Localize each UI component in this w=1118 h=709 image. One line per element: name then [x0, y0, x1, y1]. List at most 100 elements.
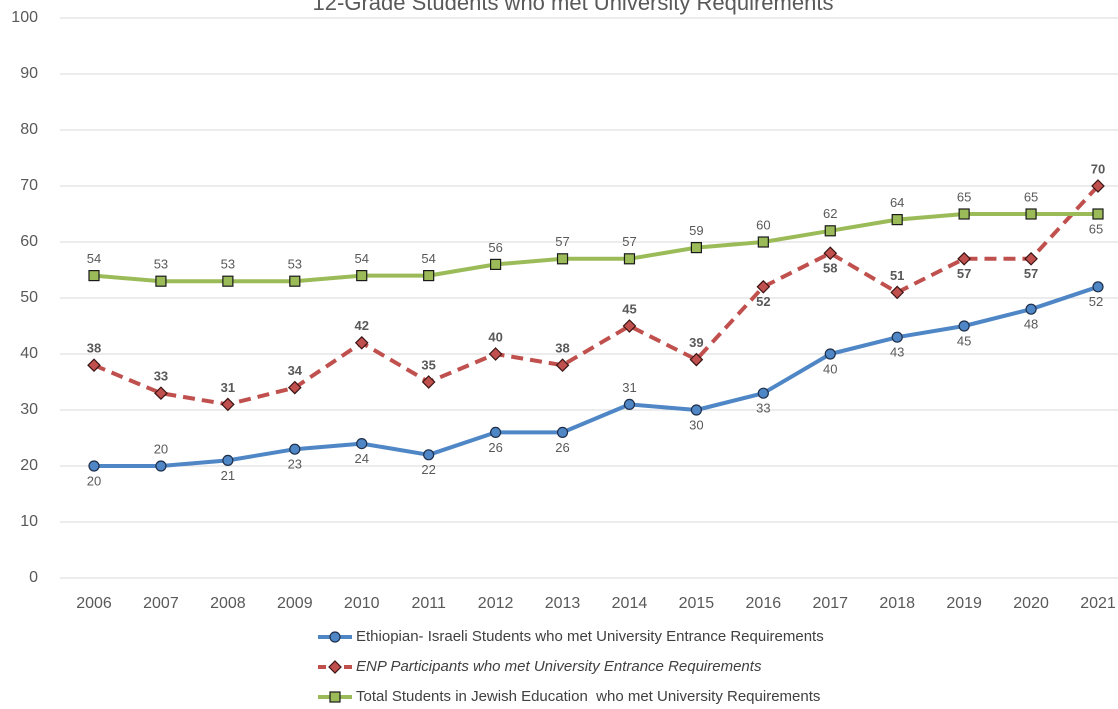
data-label: 53 [154, 257, 168, 272]
data-label: 34 [288, 363, 303, 378]
data-label: 31 [221, 380, 235, 395]
data-label: 20 [154, 441, 168, 456]
chart-title: 12-Grade Students who met University Req… [313, 0, 834, 15]
x-tick-label: 2017 [812, 595, 848, 612]
data-label: 62 [823, 206, 837, 221]
data-label: 33 [154, 369, 168, 384]
data-label: 58 [823, 261, 837, 276]
y-tick-label: 30 [20, 401, 38, 418]
data-label: 21 [221, 468, 235, 483]
y-tick-label: 0 [29, 569, 38, 586]
data-point [354, 335, 369, 350]
data-point [222, 454, 234, 466]
data-point [556, 253, 569, 265]
data-label: 38 [555, 341, 569, 356]
x-tick-label: 2009 [277, 595, 313, 612]
data-label: 54 [87, 251, 101, 266]
data-point [289, 275, 301, 287]
x-tick-label: 2020 [1013, 595, 1049, 612]
data-label: 51 [890, 268, 904, 283]
data-point [890, 285, 905, 300]
data-label: 40 [823, 361, 837, 376]
legend-label: ENP Participants who met University Entr… [356, 658, 762, 675]
data-label: 40 [488, 329, 502, 344]
y-tick-label: 20 [20, 457, 38, 474]
series-line [94, 284, 1099, 468]
data-label: 39 [689, 335, 703, 350]
y-tick-label: 60 [20, 233, 38, 250]
data-point [1092, 281, 1104, 293]
data-point [824, 348, 836, 360]
data-point [88, 270, 100, 282]
data-point [423, 449, 435, 461]
y-tick-label: 100 [11, 9, 38, 26]
data-point [1092, 208, 1104, 220]
data-point [958, 320, 970, 332]
data-point [423, 270, 435, 282]
data-point [356, 270, 368, 282]
data-point [556, 426, 569, 438]
data-point [690, 404, 703, 416]
data-point [490, 426, 502, 438]
data-point [891, 214, 903, 226]
data-point [155, 460, 167, 472]
data-label: 26 [488, 440, 502, 455]
data-label: 53 [288, 257, 302, 272]
y-tick-label: 80 [20, 121, 38, 138]
series-line [93, 212, 1098, 284]
data-point [689, 352, 704, 367]
data-point [287, 380, 302, 395]
data-label: 35 [421, 357, 435, 372]
data-label: 43 [890, 345, 904, 360]
legend-label: Total Students in Jewish Education who m… [356, 688, 820, 705]
data-label: 45 [957, 333, 971, 348]
series-line [93, 184, 1100, 407]
data-point [891, 331, 903, 343]
data-point [757, 387, 769, 399]
data-label: 42 [354, 318, 368, 333]
data-label: 53 [221, 257, 235, 272]
y-tick-label: 90 [20, 65, 38, 82]
data-label: 48 [1024, 317, 1038, 332]
data-label: 65 [957, 189, 971, 204]
x-tick-label: 2015 [679, 595, 715, 612]
legend-marker [329, 631, 341, 643]
data-point [958, 208, 970, 220]
legend-marker [329, 691, 341, 703]
data-label: 65 [1024, 189, 1038, 204]
data-label: 45 [622, 301, 636, 316]
data-label: 59 [689, 223, 703, 238]
x-tick-label: 2010 [344, 595, 380, 612]
data-point [490, 258, 502, 270]
data-point [824, 225, 836, 237]
data-label: 70 [1091, 161, 1105, 176]
x-tick-label: 2018 [879, 595, 915, 612]
data-point [623, 253, 636, 265]
legend-marker [328, 660, 342, 674]
y-tick-label: 70 [20, 177, 38, 194]
data-point [957, 251, 971, 266]
data-label: 23 [288, 457, 302, 472]
x-tick-label: 2007 [143, 595, 179, 612]
data-point [1091, 179, 1105, 193]
data-point [421, 375, 436, 389]
data-label: 38 [87, 341, 101, 356]
y-tick-label: 50 [20, 289, 38, 306]
x-tick-label: 2011 [411, 595, 446, 612]
x-tick-label: 2016 [746, 595, 782, 612]
data-point [823, 246, 838, 261]
data-point [221, 397, 235, 412]
x-tick-label: 2012 [478, 595, 514, 612]
x-tick-label: 2021 [1080, 595, 1116, 612]
legend-label: Ethiopian- Israeli Students who met Univ… [356, 628, 824, 645]
data-label: 22 [421, 462, 435, 477]
x-tick-label: 2008 [210, 595, 246, 612]
data-point [356, 438, 368, 450]
data-label: 24 [354, 451, 368, 466]
data-point [88, 460, 100, 472]
data-label: 56 [488, 240, 502, 255]
x-tick-label: 2006 [76, 595, 112, 612]
data-label: 57 [957, 266, 971, 281]
data-label: 31 [622, 380, 636, 395]
